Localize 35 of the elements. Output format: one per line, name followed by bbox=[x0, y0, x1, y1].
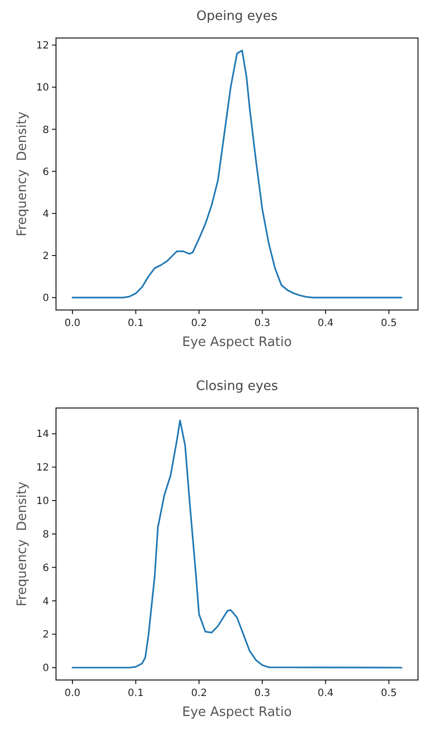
x-tick-label: 0.5 bbox=[380, 318, 397, 329]
y-tick-label: 2 bbox=[42, 630, 49, 641]
y-tick-label: 8 bbox=[42, 124, 49, 136]
line-series bbox=[72, 50, 402, 298]
x-tick-label: 0.5 bbox=[380, 688, 397, 699]
y-tick-label: 6 bbox=[42, 166, 49, 178]
x-tick-label: 0.1 bbox=[128, 688, 144, 699]
y-axis-title: Frequency Density bbox=[15, 481, 30, 606]
x-tick-label: 0.1 bbox=[128, 318, 144, 329]
x-tick-label: 0.2 bbox=[191, 688, 207, 699]
chart-title: Closing eyes bbox=[196, 379, 278, 394]
y-tick-label: 10 bbox=[36, 82, 49, 94]
y-tick-label: 10 bbox=[36, 496, 49, 508]
y-tick-label: 0 bbox=[42, 663, 49, 674]
x-tick-label: 0.4 bbox=[318, 318, 334, 329]
y-tick-label: 14 bbox=[36, 429, 49, 440]
y-tick-label: 12 bbox=[36, 40, 49, 52]
x-tick-label: 0.3 bbox=[254, 318, 270, 329]
x-axis-title: Eye Aspect Ratio bbox=[182, 705, 292, 720]
chart-title: Opeing eyes bbox=[196, 9, 278, 24]
x-tick-label: 0.0 bbox=[64, 688, 80, 699]
x-tick-label: 0.2 bbox=[191, 318, 207, 329]
y-axis-title: Frequency Density bbox=[15, 111, 30, 236]
y-tick-label: 6 bbox=[42, 562, 49, 574]
y-tick-label: 4 bbox=[42, 208, 49, 220]
line-series bbox=[72, 420, 402, 668]
y-tick-label: 2 bbox=[42, 251, 49, 262]
y-tick-label: 0 bbox=[42, 293, 49, 304]
x-tick-label: 0.0 bbox=[64, 318, 80, 329]
y-tick-label: 8 bbox=[42, 529, 49, 540]
y-tick-label: 4 bbox=[42, 596, 49, 608]
x-tick-label: 0.4 bbox=[318, 688, 334, 699]
x-tick-label: 0.3 bbox=[254, 688, 270, 699]
y-tick-label: 12 bbox=[36, 462, 49, 474]
x-axis-title: Eye Aspect Ratio bbox=[182, 335, 292, 350]
